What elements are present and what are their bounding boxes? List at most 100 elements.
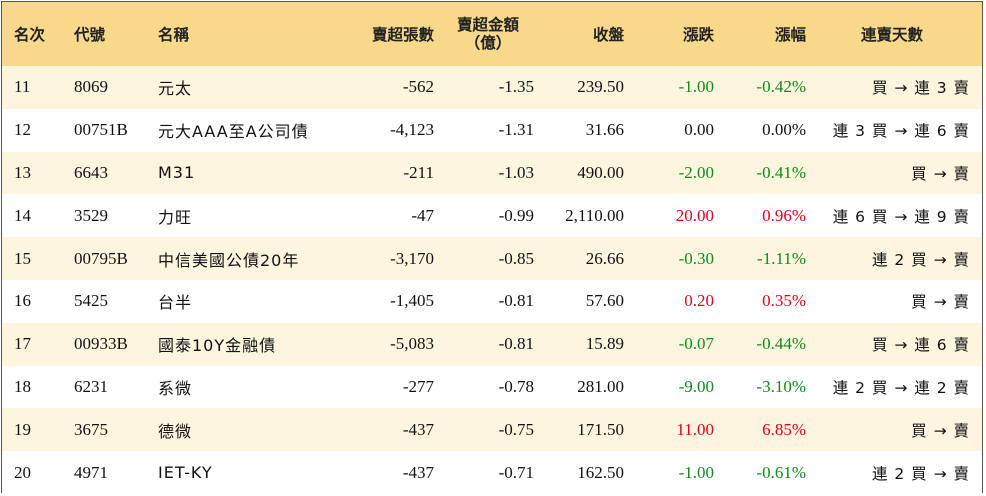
cell-close: 171.50 — [577, 419, 624, 439]
cell-change: 0.00 — [684, 120, 714, 140]
cell-rank: 20 — [14, 462, 31, 482]
cell-streak: 連 6 買 → 連 9 賣 — [832, 207, 970, 226]
header-net-sell-amount: 賣超金額 （億） — [442, 2, 534, 66]
cell-name: 德微 — [158, 421, 193, 441]
cell-code: 5425 — [74, 291, 108, 311]
table-row: 18 6231 系微 -277 -0.78 281.00 -9.00 -3.10% 連 2 買 … — [2, 365, 982, 409]
cell-pct: -3.10% — [756, 376, 806, 396]
cell-net-sell-amount: -1.31 — [498, 120, 534, 140]
cell-net-sell-amount: -0.85 — [498, 248, 534, 268]
table-row: 17 00933B 國泰10Y金融債 -5,083 -0.81 15.89 -0.07 -0.… — [2, 322, 982, 366]
cell-net-sell-shares: -5,083 — [390, 334, 434, 354]
cell-name: 系微 — [158, 378, 193, 398]
cell-rank: 12 — [14, 120, 31, 140]
cell-streak: 連 3 買 → 連 6 賣 — [832, 122, 970, 141]
cell-change: 0.20 — [684, 291, 714, 311]
cell-code: 00933B — [74, 334, 128, 354]
cell-streak: 連 2 買 → 賣 — [871, 250, 970, 269]
cell-change: -1.00 — [678, 77, 714, 97]
cell-name: 中信美國公債20年 — [158, 250, 300, 270]
cell-net-sell-shares: -47 — [411, 205, 434, 225]
cell-net-sell-shares: -4,123 — [390, 120, 434, 140]
cell-rank: 18 — [14, 376, 31, 396]
cell-name: M31 — [158, 163, 196, 183]
table-row: 12 00751B 元大AAA至A公司債 -4,123 -1.31 31.66 0.00 0.… — [2, 108, 982, 152]
cell-net-sell-amount: -0.99 — [498, 205, 534, 225]
cell-close: 31.66 — [585, 120, 624, 140]
cell-code: 8069 — [74, 77, 108, 97]
cell-net-sell-shares: -562 — [402, 77, 434, 97]
cell-streak: 買 → 賣 — [911, 421, 970, 440]
cell-code: 00795B — [74, 248, 128, 268]
header-close: 收盤 — [592, 26, 624, 44]
cell-net-sell-shares: -3,170 — [390, 248, 434, 268]
cell-change: 20.00 — [675, 205, 714, 225]
cell-change: -0.30 — [678, 248, 714, 268]
cell-streak: 連 2 買 → 賣 — [871, 464, 970, 483]
header-streak: 連賣天數 — [860, 26, 923, 44]
cell-net-sell-shares: -437 — [402, 419, 434, 439]
header-net-sell-amount-line1: 賣超金額 — [456, 16, 519, 34]
cell-name: 國泰10Y金融債 — [158, 336, 277, 356]
cell-pct: 0.96% — [762, 205, 806, 225]
cell-rank: 19 — [14, 419, 31, 439]
cell-close: 15.89 — [585, 334, 624, 354]
cell-net-sell-amount: -0.81 — [498, 334, 534, 354]
cell-rank: 14 — [14, 205, 31, 225]
cell-close: 2,110.00 — [565, 205, 624, 225]
header-name: 名稱 — [158, 26, 190, 44]
cell-pct: -1.11% — [757, 248, 806, 268]
cell-pct: -0.44% — [756, 334, 806, 354]
cell-change: 11.00 — [676, 419, 714, 439]
cell-streak: 買 → 賣 — [911, 164, 970, 183]
table-row: 14 3529 力旺 -47 -0.99 2,110.00 20.00 0.96% 連 6 買 … — [2, 194, 982, 238]
cell-rank: 15 — [14, 248, 31, 268]
cell-close: 281.00 — [577, 376, 624, 396]
cell-name: 力旺 — [158, 207, 193, 227]
cell-rank: 16 — [14, 291, 31, 311]
cell-streak: 買 → 連 6 賣 — [871, 336, 970, 355]
cell-close: 490.00 — [577, 162, 624, 182]
cell-change: -2.00 — [678, 162, 714, 182]
cell-net-sell-shares: -437 — [402, 462, 434, 482]
cell-net-sell-amount: -0.75 — [498, 419, 534, 439]
cell-streak: 連 2 買 → 連 2 賣 — [832, 378, 970, 397]
cell-change: -1.00 — [678, 462, 714, 482]
cell-code: 3675 — [74, 419, 108, 439]
cell-code: 6231 — [74, 376, 108, 396]
cell-code: 6643 — [74, 162, 108, 182]
cell-code: 3529 — [74, 205, 108, 225]
cell-rank: 13 — [14, 162, 31, 182]
table-row: 15 00795B 中信美國公債20年 -3,170 -0.85 26.66 -0.30 -1… — [2, 237, 982, 280]
table-row: 16 5425 台半 -1,405 -0.81 57.60 0.20 0.35% 買 → 賣 — [2, 280, 982, 323]
cell-close: 162.50 — [577, 462, 624, 482]
header-change: 漲跌 — [682, 26, 714, 44]
cell-net-sell-amount: -0.71 — [498, 462, 534, 482]
header-code: 代號 — [74, 26, 106, 44]
cell-name: IET-KY — [158, 463, 213, 483]
cell-name: 元大AAA至A公司債 — [158, 122, 309, 142]
cell-code: 4971 — [74, 462, 108, 482]
header-rank: 名次 — [14, 26, 46, 44]
cell-pct: -0.41% — [756, 162, 806, 182]
cell-close: 239.50 — [577, 77, 624, 97]
table-row: 20 4971 IET-KY -437 -0.71 162.50 -1.00 -0.61% 連 … — [2, 451, 982, 494]
cell-net-sell-amount: -1.35 — [498, 77, 534, 97]
cell-close: 26.66 — [585, 248, 624, 268]
cell-net-sell-shares: -211 — [403, 162, 434, 182]
cell-net-sell-amount: -1.03 — [498, 162, 534, 182]
cell-pct: -0.61% — [756, 462, 806, 482]
table-header-row: 名次 代號 名稱 賣超張數 賣超金額 （億） 收盤 漲跌 漲幅 連賣天數 — [2, 2, 982, 67]
cell-change: -9.00 — [678, 376, 714, 396]
cell-code: 00751B — [74, 120, 128, 140]
cell-net-sell-amount: -0.81 — [498, 291, 534, 311]
cell-streak: 買 → 連 3 賣 — [871, 79, 970, 98]
cell-pct: 0.35% — [762, 291, 806, 311]
cell-rank: 11 — [14, 77, 31, 97]
cell-name: 元太 — [158, 79, 193, 99]
cell-pct: 6.85% — [762, 419, 806, 439]
cell-name: 台半 — [158, 293, 193, 313]
cell-streak: 買 → 賣 — [911, 293, 970, 312]
header-net-sell-amount-line2: （億） — [464, 34, 512, 52]
